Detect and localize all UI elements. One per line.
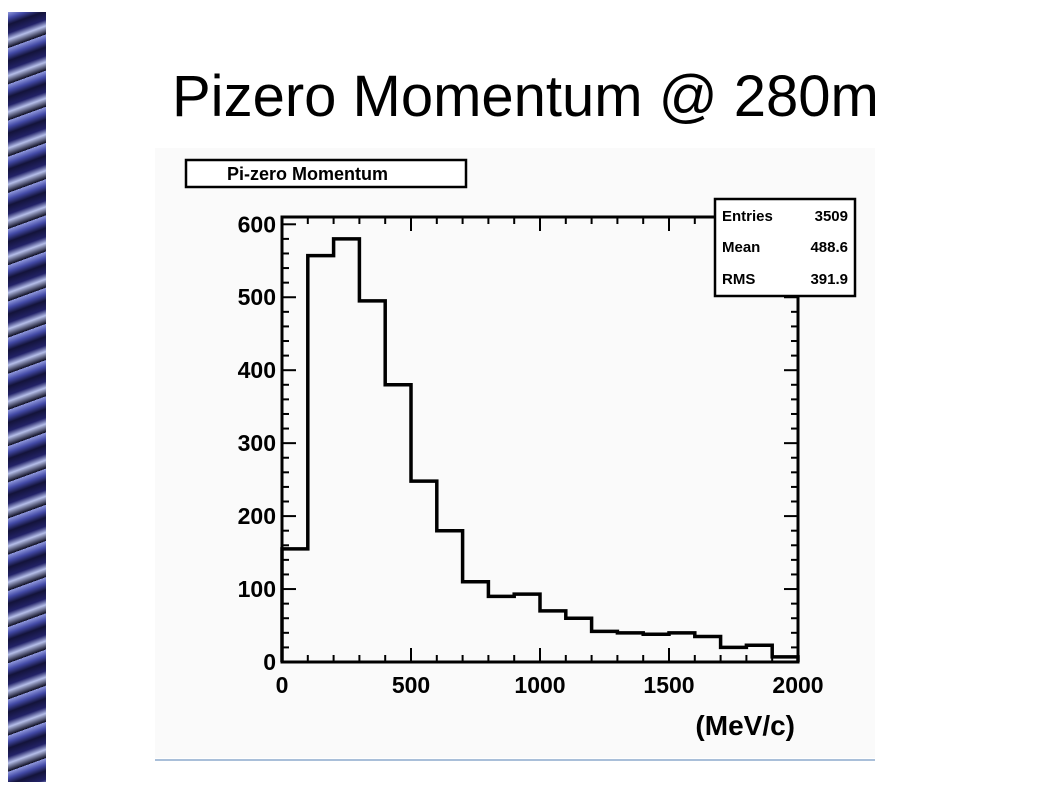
histogram-bin — [437, 531, 463, 662]
chart-panel: Pi-zero Momentum 0 100 200 300 400 500 600 0 50… — [155, 148, 875, 758]
x-tick-label: 500 — [392, 672, 430, 698]
histogram-bin — [334, 239, 360, 662]
chart-title: Pi-zero Momentum — [227, 164, 388, 184]
histogram-bin — [695, 636, 721, 662]
x-axis-label: (MeV/c) — [695, 710, 795, 741]
histogram-bin — [411, 481, 437, 662]
x-tick-label: 1000 — [514, 672, 565, 698]
stats-mean-value: 488.6 — [810, 239, 848, 256]
slide-title: Pizero Momentum @ 280m — [172, 64, 879, 129]
bottom-divider — [155, 759, 875, 761]
stats-box-frame — [713, 197, 857, 298]
x-tick-label: 2000 — [772, 672, 823, 698]
x-tick-label: 0 — [276, 672, 289, 698]
stats-box: Entries 3509 Mean 488.6 RMS 391.9 — [713, 197, 857, 298]
histogram-bin — [514, 594, 540, 662]
stats-entries-value: 3509 — [815, 208, 848, 225]
stats-entries-label: Entries — [722, 208, 773, 225]
y-tick-label: 500 — [238, 284, 276, 310]
x-tick-label: 1500 — [643, 672, 694, 698]
histogram-bin — [540, 611, 566, 662]
y-tick-label: 400 — [238, 357, 276, 383]
histogram-bin — [617, 633, 643, 662]
histogram-bin — [721, 647, 747, 662]
histogram-bin — [746, 645, 772, 662]
histogram-series — [280, 237, 800, 662]
y-tick-label: 600 — [238, 211, 276, 237]
histogram-bin — [643, 634, 669, 662]
histogram-bin — [592, 631, 618, 662]
y-tick-label: 100 — [238, 576, 276, 602]
histogram-bin — [359, 301, 385, 662]
histogram-bins — [282, 239, 798, 662]
stats-rms-value: 391.9 — [810, 271, 848, 288]
stats-mean-label: Mean — [722, 239, 760, 256]
histogram-bin — [308, 256, 334, 662]
decorative-side-strip — [8, 12, 46, 782]
histogram-bin — [772, 657, 798, 662]
y-tick-label: 0 — [263, 649, 276, 675]
chart-title-box — [184, 158, 468, 189]
histogram-bin — [566, 618, 592, 662]
histogram-bin — [488, 596, 514, 662]
histogram-bin — [385, 385, 411, 662]
y-tick-labels: 0 100 200 300 400 500 600 — [238, 211, 276, 675]
histogram-bin — [463, 582, 489, 662]
histogram-chart: Pi-zero Momentum 0 100 200 300 400 500 600 0 50… — [184, 158, 857, 741]
stats-rms-label: RMS — [722, 271, 755, 288]
histogram-bin — [282, 549, 308, 662]
y-tick-label: 300 — [238, 430, 276, 456]
x-tick-labels: 0 500 1000 1500 2000 — [276, 672, 824, 698]
y-tick-label: 200 — [238, 503, 276, 529]
histogram-bin — [669, 633, 695, 662]
